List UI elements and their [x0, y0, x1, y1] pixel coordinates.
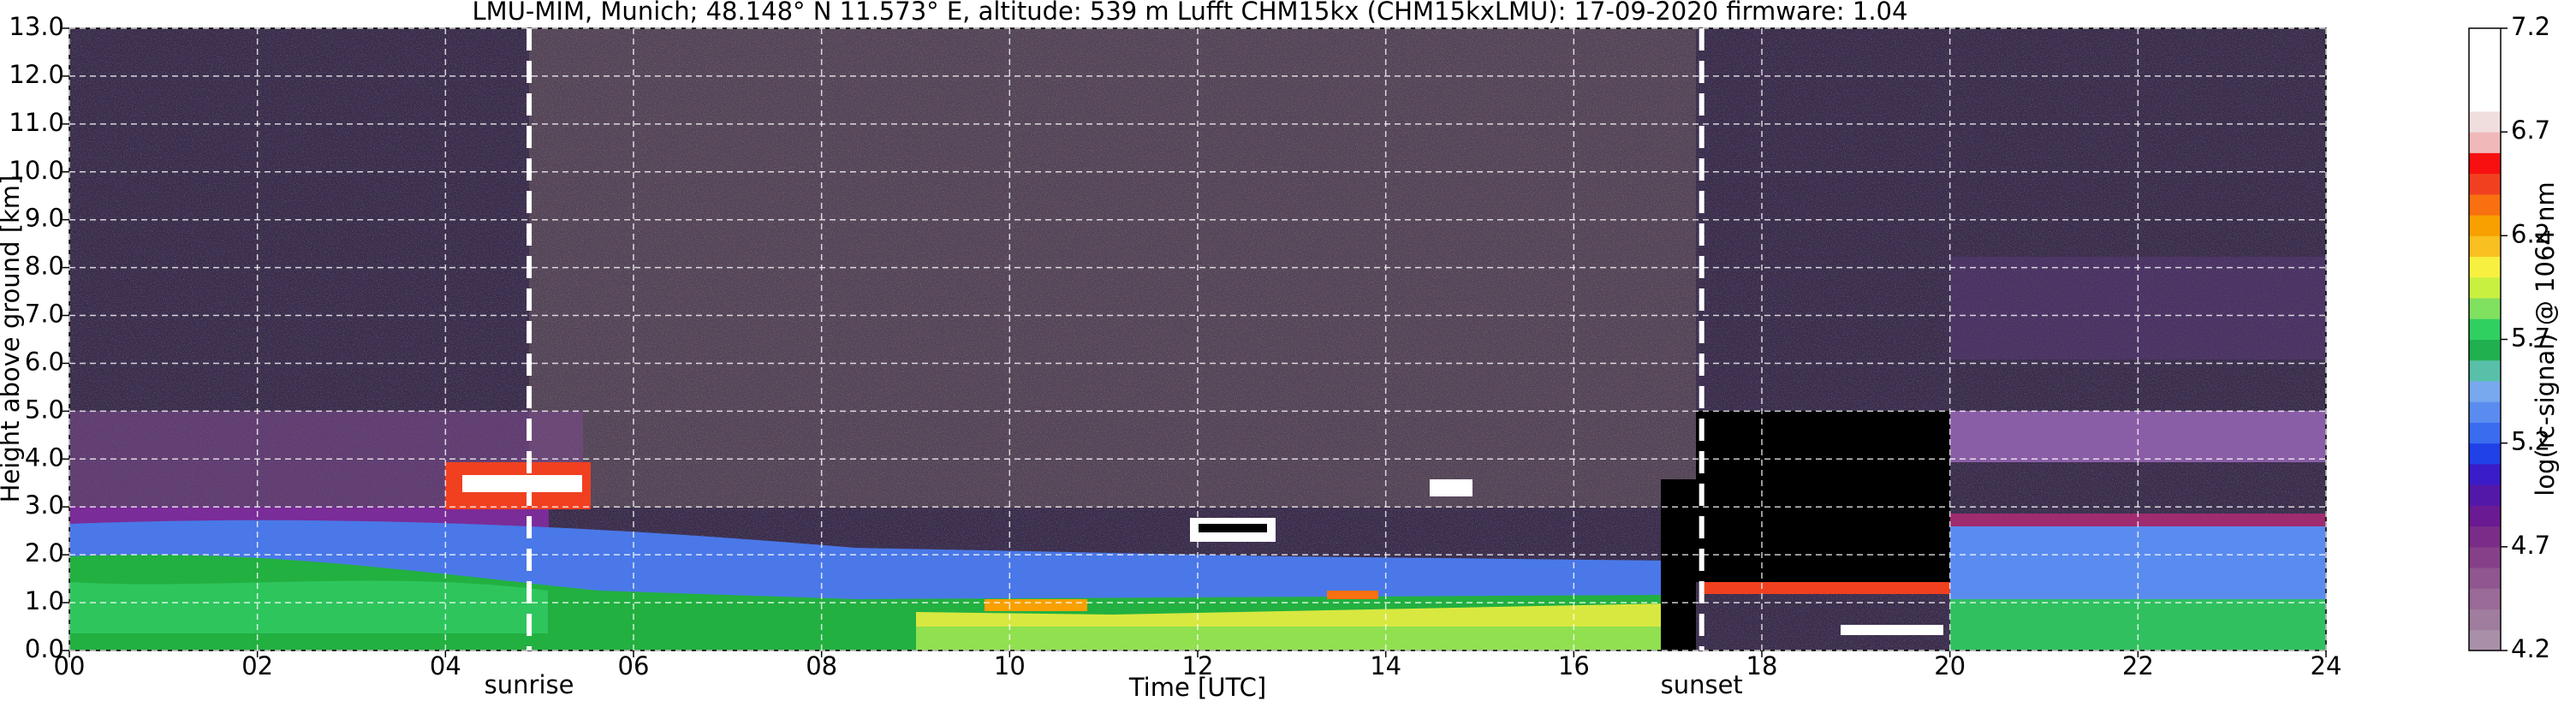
x-tick-label: 20	[1934, 651, 1966, 680]
x-axis-label: Time [UTC]	[1128, 673, 1266, 702]
chart-title: LMU-MIM, Munich; 48.148° N 11.573° E, al…	[473, 0, 1908, 26]
colorbar-label: log(rc-signal) @ 1064 nm	[2531, 181, 2560, 496]
y-tick-label: 2.0	[25, 538, 64, 567]
x-tick-label: 00	[54, 651, 86, 680]
colorbar-swatch	[2469, 110, 2501, 133]
y-tick-label: 11.0	[9, 108, 64, 137]
x-tick-label: 12	[1182, 651, 1214, 680]
colorbar-swatch	[2469, 422, 2501, 444]
x-tick-label: 10	[994, 651, 1026, 680]
colorbar-swatch	[2469, 49, 2501, 70]
colorbar-swatch	[2469, 193, 2501, 216]
colorbar-swatch	[2469, 235, 2501, 258]
colorbar-swatch	[2469, 629, 2501, 651]
colorbar-tick-label: 5.2	[2511, 427, 2550, 456]
annotation-label: sunset	[1661, 670, 1743, 699]
colorbar-swatch	[2469, 609, 2501, 631]
y-tick-label: 3.0	[25, 490, 64, 520]
colorbar-swatch	[2469, 28, 2501, 50]
y-tick-label: 13.0	[9, 12, 64, 41]
colorbar-swatch	[2469, 443, 2501, 465]
colorbar-swatch	[2469, 484, 2501, 506]
colorbar-tick-label: 5.7	[2511, 324, 2550, 353]
x-tick-label: 22	[2122, 651, 2154, 680]
x-tick-label: 24	[2311, 651, 2342, 680]
colorbar-tick-label: 7.2	[2511, 12, 2550, 41]
x-tick-label: 14	[1370, 651, 1401, 680]
colorbar-swatch	[2469, 152, 2501, 175]
x-tick-label: 02	[241, 651, 273, 680]
colorbar-tick-label: 6.2	[2511, 219, 2550, 248]
colorbar-swatch	[2469, 318, 2501, 340]
colorbar-swatch	[2469, 69, 2501, 92]
colorbar-swatch	[2469, 359, 2501, 382]
y-tick-label: 7.0	[25, 300, 64, 329]
colorbar-swatch	[2469, 401, 2501, 423]
colorbar-swatch	[2469, 380, 2501, 402]
colorbar-swatch	[2469, 567, 2501, 589]
colorbar-tick-label: 4.2	[2511, 634, 2550, 663]
colorbar-swatch	[2469, 526, 2501, 548]
colorbar-swatch	[2469, 90, 2501, 112]
colorbar-swatch	[2469, 215, 2501, 236]
colorbar-swatch	[2469, 276, 2501, 299]
y-tick-label: 9.0	[25, 204, 64, 233]
y-tick-label: 6.0	[25, 347, 64, 376]
y-tick-label: 1.0	[25, 586, 64, 615]
y-tick-label: 12.0	[9, 60, 64, 89]
y-tick-label: 4.0	[25, 443, 64, 472]
colorbar-tick-label: 6.7	[2511, 116, 2550, 145]
colorbar-swatch	[2469, 463, 2501, 485]
colorbar-swatch	[2469, 132, 2501, 153]
colorbar-swatch	[2469, 588, 2501, 610]
y-axis-label: Height above ground [km]	[0, 175, 25, 503]
colorbar-swatch	[2469, 546, 2501, 568]
colorbar-swatch	[2469, 339, 2501, 361]
x-tick-label: 06	[618, 651, 650, 680]
x-tick-label: 08	[806, 651, 837, 680]
colorbar-tick-label: 4.7	[2511, 531, 2550, 560]
x-tick-label: 18	[1746, 651, 1778, 680]
y-tick-label: 0.0	[25, 634, 64, 663]
y-tick-label: 5.0	[25, 395, 64, 424]
annotation-label: sunrise	[485, 670, 574, 699]
x-tick-label: 04	[430, 651, 461, 680]
colorbar-swatch	[2469, 173, 2501, 195]
colorbar-swatch	[2469, 298, 2501, 319]
colorbar-swatch	[2469, 505, 2501, 527]
y-tick-label: 8.0	[25, 252, 64, 281]
x-tick-label: 16	[1558, 651, 1590, 680]
y-tick-label: 10.0	[9, 156, 64, 185]
colorbar-swatch	[2469, 256, 2501, 278]
